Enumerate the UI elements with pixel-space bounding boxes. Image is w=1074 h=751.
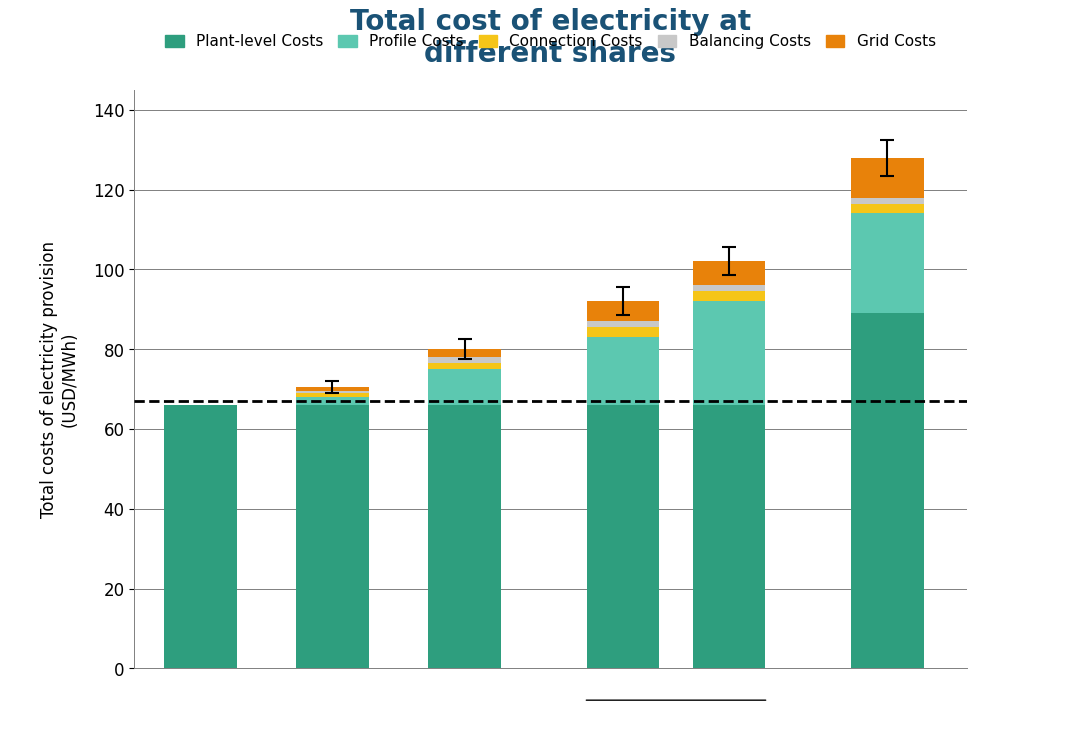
Bar [296,406,368,668]
Bar [851,158,924,198]
Bar [693,301,765,406]
Bar [164,406,236,668]
Bar [851,214,924,313]
Bar [429,406,500,668]
Bar [851,313,924,668]
Bar [586,327,659,337]
Bar [429,357,500,363]
Bar [586,406,659,668]
Bar [851,204,924,214]
Bar [693,406,765,668]
Bar [586,337,659,406]
Bar [429,369,500,406]
Bar [429,349,500,357]
Title: Total cost of electricity at
different shares: Total cost of electricity at different s… [350,8,751,68]
Bar [296,394,368,397]
Bar [693,285,765,291]
Bar [296,388,368,391]
Bar [693,291,765,301]
Bar [851,198,924,204]
Bar [693,261,765,285]
Bar [296,391,368,394]
Y-axis label: Total costs of electricity provision
(USD/MWh): Total costs of electricity provision (US… [40,241,78,517]
Legend: Plant-level Costs, Profile Costs, Connection Costs, Balancing Costs, Grid Costs: Plant-level Costs, Profile Costs, Connec… [159,29,942,56]
Bar [586,301,659,321]
Bar [586,321,659,327]
Bar [429,363,500,369]
Bar [296,397,368,406]
